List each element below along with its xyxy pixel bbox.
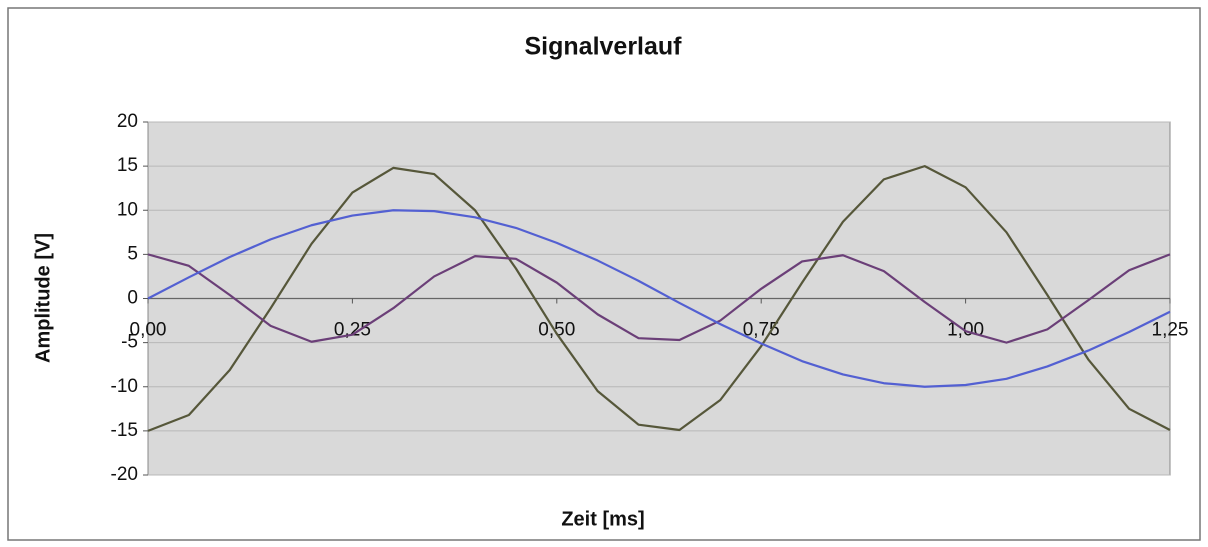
x-tick-label: 1,25 [1152,320,1189,341]
chart-title: Signalverlauf [525,33,683,61]
y-tick-label: 10 [117,199,138,220]
y-tick-label: 0 [127,288,138,309]
series-line [147,165,1171,432]
y-tick-label: -5 [121,332,138,353]
x-tick-label: 0,50 [538,320,575,341]
y-tick-label: 15 [117,155,138,176]
y-tick-label: -15 [111,420,138,441]
y-tick-label: 20 [117,111,138,132]
x-tick-label: 0,00 [130,320,167,341]
y-tick-label: 5 [127,243,138,264]
y-tick-label: -20 [111,464,138,485]
x-axis-label: Zeit [ms] [561,508,644,530]
y-tick-label: -10 [111,376,138,397]
series-line [147,253,1171,344]
series-line [147,209,1171,388]
x-tick-label: 0,75 [743,320,780,341]
y-axis-label: Amplitude [V] [32,233,54,363]
